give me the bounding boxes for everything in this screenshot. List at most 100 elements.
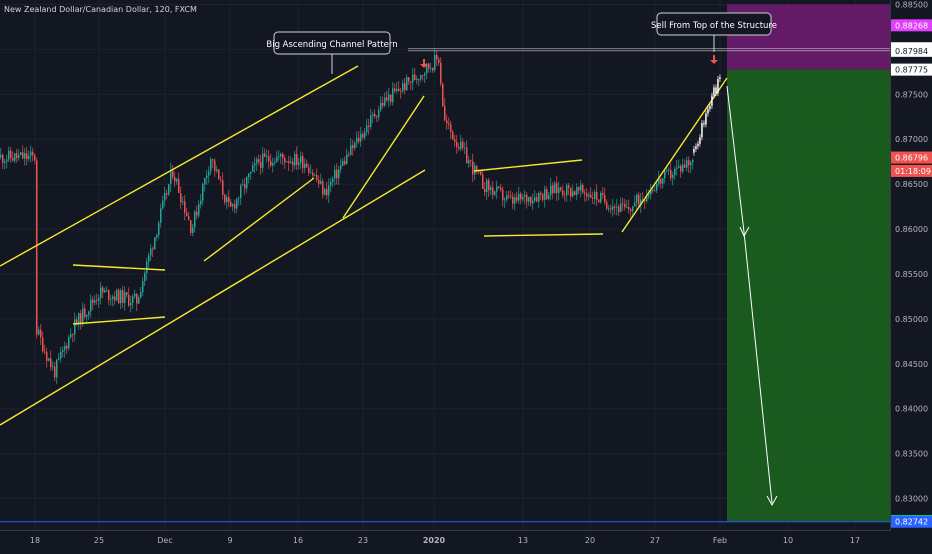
candle-body bbox=[4, 162, 6, 163]
price-axis[interactable]: 0.885000.880000.875000.870000.865000.860… bbox=[891, 0, 932, 550]
candle-body bbox=[298, 163, 300, 165]
candle-body bbox=[222, 180, 224, 194]
candle-body bbox=[390, 94, 392, 102]
candle-body bbox=[320, 181, 322, 184]
price-tick-label: 0.86500 bbox=[895, 180, 928, 189]
candle-body bbox=[620, 204, 622, 212]
candle-body bbox=[550, 185, 552, 195]
candle-body bbox=[190, 220, 192, 233]
candle-body bbox=[256, 159, 258, 163]
candle-body bbox=[570, 188, 572, 197]
candle-body bbox=[18, 155, 20, 158]
candle-body bbox=[210, 159, 212, 171]
candle-body bbox=[674, 169, 676, 175]
candle-body bbox=[372, 114, 374, 115]
candle-body bbox=[324, 189, 326, 194]
candle-body bbox=[672, 175, 674, 178]
candle-body bbox=[432, 68, 434, 70]
price-tick-label: 0.86000 bbox=[895, 225, 928, 234]
time-tick-label: 25 bbox=[94, 536, 104, 545]
candle-body bbox=[398, 89, 400, 91]
candle-body bbox=[132, 296, 134, 303]
price-tick-label: 0.85500 bbox=[895, 270, 928, 279]
candle-body bbox=[498, 187, 500, 188]
candle-body bbox=[556, 183, 558, 193]
price-tag-label: 01:18:09 bbox=[895, 167, 931, 176]
candle-body bbox=[64, 346, 66, 350]
candle-body bbox=[204, 178, 206, 184]
candle-body bbox=[278, 156, 280, 157]
candle-body bbox=[184, 201, 186, 212]
candle-body bbox=[670, 170, 672, 178]
candle-body bbox=[394, 88, 396, 90]
candle-body bbox=[334, 170, 336, 179]
candle-body bbox=[96, 300, 98, 301]
candle-body bbox=[314, 175, 316, 176]
candle-body bbox=[202, 184, 204, 200]
candle-body bbox=[218, 170, 220, 180]
candle-body bbox=[624, 204, 626, 207]
time-tick-label: 17 bbox=[850, 536, 860, 545]
candle-body bbox=[412, 74, 414, 82]
projected-candle-body bbox=[707, 109, 709, 114]
candle-body bbox=[52, 367, 54, 368]
candle-body bbox=[270, 161, 272, 165]
take-profit-zone bbox=[727, 70, 891, 521]
candle-body bbox=[512, 197, 514, 204]
candle-body bbox=[652, 190, 654, 191]
candle-body bbox=[16, 153, 18, 158]
candle-body bbox=[134, 294, 136, 297]
candle-body bbox=[500, 188, 502, 190]
price-tick-label: 0.85000 bbox=[895, 315, 928, 324]
candle-body bbox=[532, 201, 534, 204]
candle-body bbox=[240, 185, 242, 197]
candle-body bbox=[68, 337, 70, 348]
candle-body bbox=[604, 195, 606, 202]
candle-body bbox=[360, 134, 362, 142]
candle-body bbox=[484, 189, 486, 192]
time-tick-label: 2020 bbox=[423, 536, 446, 545]
candle-body bbox=[666, 170, 668, 171]
candle-body bbox=[224, 195, 226, 203]
candle-body bbox=[690, 162, 692, 165]
price-tag-label: 0.87775 bbox=[895, 66, 928, 75]
candle-body bbox=[294, 154, 296, 165]
candle-body bbox=[142, 281, 144, 292]
price-tag-label: 0.82742 bbox=[895, 518, 928, 527]
candle-body bbox=[566, 185, 568, 195]
candle-body bbox=[208, 171, 210, 175]
candle-body bbox=[252, 166, 254, 172]
callout-channel-text: Big Ascending Channel Pattern bbox=[266, 40, 397, 50]
candle-body bbox=[260, 162, 262, 168]
candle-body bbox=[662, 178, 664, 183]
candle-body bbox=[344, 161, 346, 164]
candle-body bbox=[214, 161, 216, 171]
candle-body bbox=[506, 195, 508, 199]
candle-body bbox=[88, 311, 90, 315]
candle-body bbox=[596, 192, 598, 200]
time-tick-label: Feb bbox=[713, 536, 727, 545]
candle-body bbox=[250, 172, 252, 174]
candle-body bbox=[442, 84, 444, 106]
symbol-title: New Zealand Dollar/Canadian Dollar, 120,… bbox=[4, 5, 197, 14]
candle-body bbox=[58, 358, 60, 360]
candle-body bbox=[144, 273, 146, 281]
candle-body bbox=[598, 200, 600, 202]
candle-body bbox=[182, 201, 184, 202]
candle-body bbox=[94, 300, 96, 302]
candle-body bbox=[118, 290, 120, 303]
candle-body bbox=[82, 308, 84, 324]
time-tick-label: 18 bbox=[30, 536, 40, 545]
candle-body bbox=[462, 142, 464, 148]
candle-body bbox=[480, 172, 482, 175]
candle-body bbox=[168, 184, 170, 194]
candle-body bbox=[504, 199, 506, 200]
candle-body bbox=[152, 249, 154, 250]
candle-body bbox=[36, 160, 38, 334]
candle-body bbox=[194, 212, 196, 228]
candle-body bbox=[558, 188, 560, 193]
candle-body bbox=[510, 196, 512, 197]
price-tick-label: 0.84500 bbox=[895, 360, 928, 369]
candle-body bbox=[230, 202, 232, 206]
